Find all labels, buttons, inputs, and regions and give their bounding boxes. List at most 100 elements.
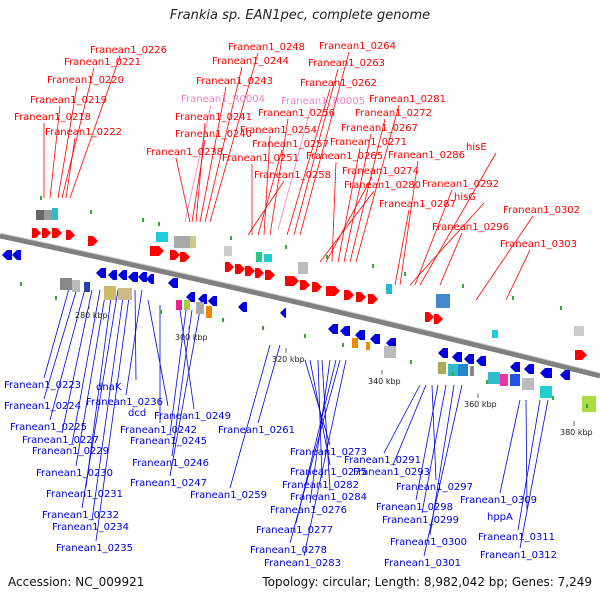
forward-gene-arrow [180,252,190,262]
accession-label: Accession: NC_009921 [8,575,145,589]
connector-line [419,152,497,286]
reverse-gene-arrow [524,364,534,374]
gene-label-bottom: Franean1_0293 [353,467,430,478]
gene-product-box [206,306,212,318]
gene-label-bottom: Franean1_0312 [480,550,557,561]
gene-label-bottom: Franean1_0282 [282,480,359,491]
connector-line [355,104,400,263]
gene-label-top: Franean1_0226 [90,45,167,56]
gene-product-box [540,386,552,398]
tick-label: 280 kbp [75,311,108,320]
reverse-gene-arrow [2,250,12,260]
gene-label-top: Franean1_0254 [240,125,317,136]
gene-label-bottom: Franean1_0246 [132,458,209,469]
gene-product-box [36,210,44,220]
gene-features [2,196,596,412]
forward-gene-arrow [32,228,41,238]
gene-label-bottom: Franean1_0261 [218,425,295,436]
tick-label: 320 kbp [272,355,305,364]
forward-gene-arrow [425,312,434,322]
connector-line [195,122,206,223]
gene-label-bottom: Franean1_0227 [22,435,99,446]
gene-product-box [574,326,584,336]
gene-label-bottom: Franean1_0229 [32,446,109,457]
forward-gene-arrow [265,270,275,280]
site-marker [342,343,344,347]
connector-line [257,344,281,424]
tick-label: 380 kbp [560,428,593,437]
connector-line [269,118,289,236]
connector-line [184,104,212,223]
forward-gene-arrow [434,314,443,324]
site-marker [230,236,232,240]
gene-product-box [190,236,196,248]
gene-product-box [184,300,190,310]
connector-line [519,399,549,549]
connector-line [169,309,187,435]
gene-label-top: Franean1_0220 [47,75,124,86]
gene-label-bottom: Franean1_0301 [384,558,461,569]
connector-line [293,68,339,236]
connector-line [204,66,243,223]
connector-line [199,86,227,223]
gene-label-bottom: Franean1_0236 [86,397,163,408]
site-marker [55,296,57,300]
genome-backbone [0,232,600,379]
connector-line [125,289,143,396]
site-marker [486,380,488,384]
gene-label-top: Franean1_0218 [14,112,91,123]
gene-product-box [156,232,168,242]
connector-line [505,249,531,301]
gene-label-bottom: Franean1_0247 [130,478,207,489]
gene-label-top: hisG [454,192,476,203]
connector-line [81,289,119,509]
connector-line [325,176,373,263]
gene-label-bottom: Franean1_0284 [290,492,367,503]
gene-label-top: Franean1_0286 [388,150,465,161]
gene-product-box [174,236,190,248]
site-marker [326,255,328,259]
genome-summary: Topology: circular; Length: 8,982,042 bp… [262,575,592,589]
forward-gene-arrow [225,262,234,272]
gene-label-bottom: Franean1_0235 [56,543,133,554]
site-marker [372,264,374,268]
connector-line [415,384,439,501]
site-marker [160,310,162,314]
gene-product-box [488,372,500,384]
gene-label-top: Franean1_R0005 [281,96,365,107]
connector-line [71,289,101,445]
site-marker [410,360,412,364]
forward-gene-arrow [170,250,180,260]
gene-label-bottom: Franean1_0298 [376,502,453,513]
gene-label-bottom: Franean1_0230 [36,468,113,479]
gene-label-bottom: Franean1_0311 [478,532,555,543]
reverse-gene-arrow [280,308,286,318]
site-marker [512,296,514,300]
gene-label-top: Franean1_R0004 [181,94,265,105]
gene-label-bottom: Franean1_0276 [270,505,347,516]
connector-line [517,399,541,531]
connector-line [147,299,169,407]
site-marker [560,306,562,310]
gene-label-bottom: Franean1_0283 [264,558,341,569]
connector-line [337,147,361,263]
reverse-gene-arrow [510,362,520,372]
connector-line [303,359,347,557]
connector-line [383,384,421,454]
gene-product-box [438,362,446,374]
gene-label-bottom: Franean1_0309 [460,495,537,506]
site-marker [90,210,92,214]
gene-label-bottom: Franean1_0297 [396,482,473,493]
connector-line [499,399,521,494]
forward-gene-arrow [300,280,310,290]
connector-line [175,157,191,223]
tick-label: 300 kbp [175,333,208,342]
forward-gene-arrow [52,228,62,238]
connector-line [399,160,419,286]
gene-label-bottom: Franean1_0291 [344,455,421,466]
gene-label-bottom: hppA [487,512,513,523]
reverse-gene-arrow [476,356,486,366]
gene-product-box [52,208,58,220]
gene-label-top: Franean1_0257 [252,139,329,150]
